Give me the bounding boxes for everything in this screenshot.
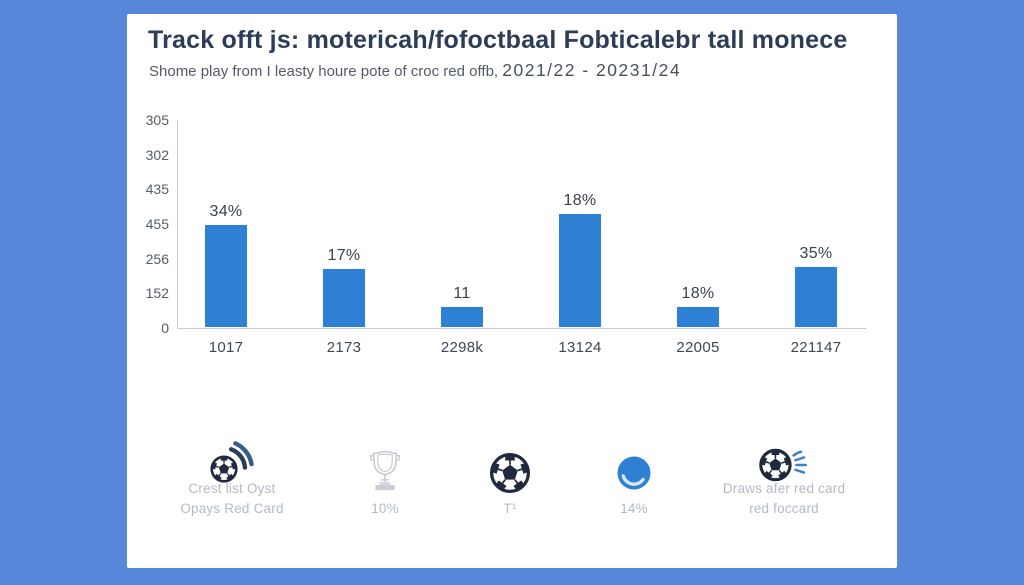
- y-axis-tick-label: 305: [145, 112, 169, 128]
- y-axis-tick-label: 302: [145, 146, 169, 163]
- y-axis-tick-label: 435: [145, 181, 169, 198]
- bar-value-label: 18%: [681, 285, 715, 302]
- legend-caption-line: Draws afer red card: [722, 481, 846, 496]
- bar-1017: [205, 225, 247, 327]
- x-axis-category-label: 2173: [326, 339, 362, 356]
- bar-13124: [559, 214, 601, 327]
- bar-2298k: [441, 307, 483, 327]
- soccer-ball-arcs-icon: [207, 437, 257, 487]
- y-axis-tick-label: 0: [161, 320, 169, 336]
- chart-subtitle: Shome play from I leasty houre pote of c…: [149, 59, 681, 83]
- legend-caption-line: Crest list Oyst: [188, 481, 276, 496]
- soccer-ball-icon: [489, 452, 531, 494]
- y-axis-tick-label: 455: [145, 216, 169, 232]
- chart-title: Track offt js: motericah/fofoctbaal Fobt…: [148, 26, 848, 54]
- legend-caption-line: T¹: [503, 501, 517, 516]
- bar-value-label: 34%: [209, 203, 243, 220]
- subtitle-season-range: 2021/22 - 20231/24: [502, 60, 682, 80]
- legend-caption: T¹: [400, 478, 620, 519]
- soccer-ball-burst-icon: [759, 446, 809, 484]
- bar-chart-plot: 305 302 435 455 256 152 0 34% 1017 17% 2173 11 2298…: [146, 112, 866, 356]
- x-axis-line: [177, 328, 866, 329]
- x-axis-category-label: 2298k: [440, 339, 484, 356]
- legend-caption-line: 10%: [371, 501, 399, 516]
- y-axis-line: [177, 120, 178, 329]
- x-axis-category-label: 1017: [208, 339, 244, 356]
- legend-caption-line: Opays Red Card: [180, 501, 284, 516]
- trophy-icon: [368, 448, 402, 494]
- x-axis-category-label: 221147: [790, 339, 842, 356]
- y-axis-tick-label: 152: [145, 285, 169, 302]
- chart-card: Track offt js: motericah/fofoctbaal Fobt…: [127, 14, 897, 568]
- legend-caption-line: 14%: [620, 501, 648, 516]
- subtitle-text: Shome play from I leasty houre pote of c…: [149, 63, 499, 80]
- y-axis-tick-label: 256: [145, 250, 169, 267]
- bar-value-label: 18%: [563, 192, 597, 209]
- bar-2173: [323, 269, 365, 327]
- legend-caption-line: red foccard: [749, 501, 819, 516]
- bar-221147: [795, 267, 837, 327]
- bar-value-label: 35%: [799, 245, 833, 262]
- legend-caption: 10%: [275, 478, 495, 519]
- legend-caption: Draws afer red card red foccard: [674, 478, 894, 519]
- x-axis-category-label: 22005: [676, 339, 720, 356]
- legend-caption: 14%: [524, 478, 744, 519]
- bar-value-label: 11: [453, 285, 471, 302]
- bar-value-label: 17%: [327, 247, 361, 264]
- x-axis-category-label: 13124: [558, 339, 602, 356]
- bar-22005: [677, 307, 719, 327]
- legend-caption: Crest list Oyst Opays Red Card: [122, 478, 342, 519]
- blue-circle-icon: [617, 456, 652, 491]
